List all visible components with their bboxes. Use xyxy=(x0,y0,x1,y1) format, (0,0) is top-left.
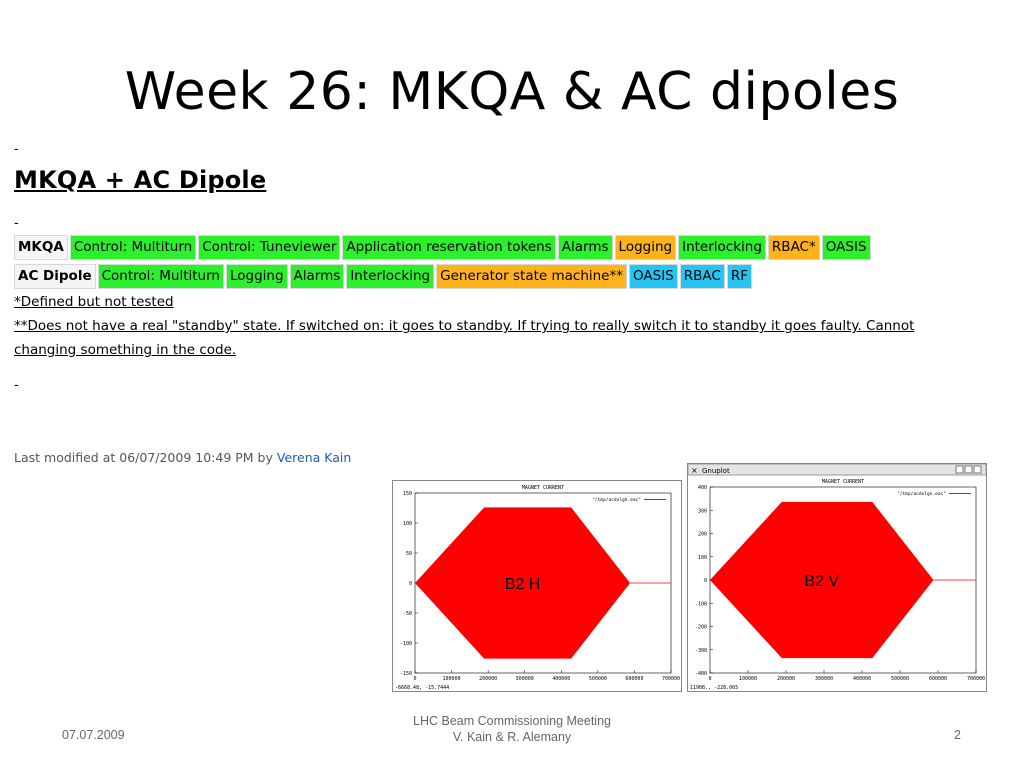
x-tick-label: 600000 xyxy=(625,676,643,682)
x-tick-label: 0 xyxy=(708,676,711,682)
magnet-current-plot-b2h: MAGNET CURRENT "/tmp/acdolgh.eac" 150 100 50… xyxy=(395,485,680,691)
y-tick-label: 0 xyxy=(704,578,707,584)
note-code-change[interactable]: changing something in the code. xyxy=(14,342,237,358)
coordinate-readout: -6668.48, -15.7444 xyxy=(395,685,449,691)
status-cell-rbac: RBAC* xyxy=(767,235,820,260)
footer-meeting-title: LHC Beam Commissioning Meeting xyxy=(413,714,611,728)
last-modified-text: Last modified at 06/07/2009 10:49 PM by xyxy=(14,450,273,465)
status-cell-logging: Logging xyxy=(614,235,677,260)
plot-title: MAGNET CURRENT xyxy=(522,485,564,491)
x-tick-label: 300000 xyxy=(516,676,534,682)
x-tick-label: 400000 xyxy=(853,676,871,682)
footer-authors: V. Kain & R. Alemany xyxy=(452,730,572,744)
x-tick-label: 100000 xyxy=(443,676,461,682)
x-tick-label: 700000 xyxy=(967,676,985,682)
footer-meeting: LHC Beam Commissioning Meeting V. Kain &… xyxy=(362,714,662,744)
plot-title: MAGNET CURRENT xyxy=(822,479,864,485)
y-tick-label: 100 xyxy=(403,521,412,527)
status-cell-alarms: Alarms xyxy=(557,235,613,260)
row-header-ac-dipole: AC Dipole xyxy=(14,264,96,289)
status-cell-logging: Logging xyxy=(225,264,288,289)
status-cell-control-multiturn: Control: Multiturn xyxy=(97,264,224,289)
signal-envelope xyxy=(415,507,631,659)
plot-label: B2 V xyxy=(804,573,839,590)
author-link[interactable]: Verena Kain xyxy=(276,450,352,465)
x-tick-label: 400000 xyxy=(552,676,570,682)
status-cell-oasis: OASIS xyxy=(821,235,871,260)
y-tick-label: -100 xyxy=(695,601,707,607)
y-tick-label: 150 xyxy=(403,491,412,497)
footer-page-number: 2 xyxy=(954,728,961,742)
status-cell-oasis: OASIS xyxy=(629,264,678,289)
y-tick-label: 400 xyxy=(698,485,707,491)
coordinate-readout: 11908., -228.065 xyxy=(690,685,738,691)
status-cell-control-tuneviewer: Control: Tuneviewer xyxy=(198,235,341,260)
section-heading[interactable]: MKQA + AC Dipole xyxy=(14,166,267,194)
y-tick-label: 0 xyxy=(409,581,412,587)
status-cell-application-reservation-tokens: Application reservation tokens xyxy=(342,235,556,260)
status-cell-rbac: RBAC xyxy=(679,264,725,289)
y-tick-label: -200 xyxy=(695,625,707,631)
note-defined-not-tested[interactable]: *Defined but not tested xyxy=(14,294,174,310)
y-tick-label: -400 xyxy=(695,671,707,677)
window-button-2 xyxy=(973,465,982,474)
plot-legend: "/tmp/acdolgn.eac" xyxy=(897,491,946,497)
y-tick-label: 300 xyxy=(698,508,707,514)
last-modified-line: Last modified at 06/07/2009 10:49 PM by … xyxy=(14,450,351,465)
x-tick-label: 200000 xyxy=(479,676,497,682)
plot-legend: "/tmp/acdolgh.eac" xyxy=(592,497,641,503)
status-cell-interlocking: Interlocking xyxy=(346,264,435,289)
close-icon: × xyxy=(691,466,698,475)
x-tick-label: 500000 xyxy=(589,676,607,682)
window-button-1 xyxy=(964,465,973,474)
window-button-0 xyxy=(955,465,964,474)
status-cell-control-multiturn: Control: Multiturn xyxy=(69,235,197,260)
plot-b2-h: MAGNET CURRENT "/tmp/acdolgh.eac" 150 100 50… xyxy=(392,480,682,692)
x-tick-label: 300000 xyxy=(815,676,833,682)
x-tick-label: 600000 xyxy=(929,676,947,682)
ac-dipole-status-row: AC Dipole Control: Multiturn Logging Alarms… xyxy=(14,264,754,289)
window-title: Gnuplot xyxy=(702,467,730,475)
magnet-current-plot-b2v: Gnuplot × MAGNET CURRENT "/tmp/acdolgn.eac"… xyxy=(688,464,986,691)
dash-marker: - xyxy=(14,142,19,157)
status-cell-rf: RF xyxy=(726,264,752,289)
x-tick-label: 500000 xyxy=(891,676,909,682)
x-tick-label: 0 xyxy=(413,676,416,682)
signal-envelope xyxy=(710,501,934,659)
y-tick-label: -150 xyxy=(400,671,412,677)
row-header-mkqa: MKQA xyxy=(14,235,68,260)
footer-date: 07.07.2009 xyxy=(62,728,125,742)
y-tick-label: 100 xyxy=(698,555,707,561)
slide-title: Week 26: MKQA & AC dipoles xyxy=(124,62,900,122)
y-tick-label: 50 xyxy=(406,551,412,557)
y-tick-label: -100 xyxy=(400,641,412,647)
dash-marker: - xyxy=(14,378,19,393)
status-cell-generator-state-machine: Generator state machine** xyxy=(436,264,627,289)
y-tick-label: -50 xyxy=(403,611,412,617)
y-tick-label: -300 xyxy=(695,648,707,654)
window-titlebar xyxy=(688,464,986,476)
x-tick-label: 100000 xyxy=(739,676,757,682)
x-tick-label: 700000 xyxy=(662,676,680,682)
y-tick-label: 200 xyxy=(698,532,707,538)
status-cell-interlocking: Interlocking xyxy=(678,235,766,260)
dash-marker: - xyxy=(14,216,19,231)
plot-b2-v-window: Gnuplot × MAGNET CURRENT "/tmp/acdolgn.eac"… xyxy=(687,463,987,692)
mkqa-status-row: MKQA Control: Multiturn Control: Tuneviewe… xyxy=(14,235,873,260)
status-cell-alarms: Alarms xyxy=(289,264,345,289)
x-tick-label: 200000 xyxy=(777,676,795,682)
plot-label: B2 H xyxy=(505,576,541,593)
note-standby-state[interactable]: **Does not have a real "standby" state. … xyxy=(14,318,915,334)
